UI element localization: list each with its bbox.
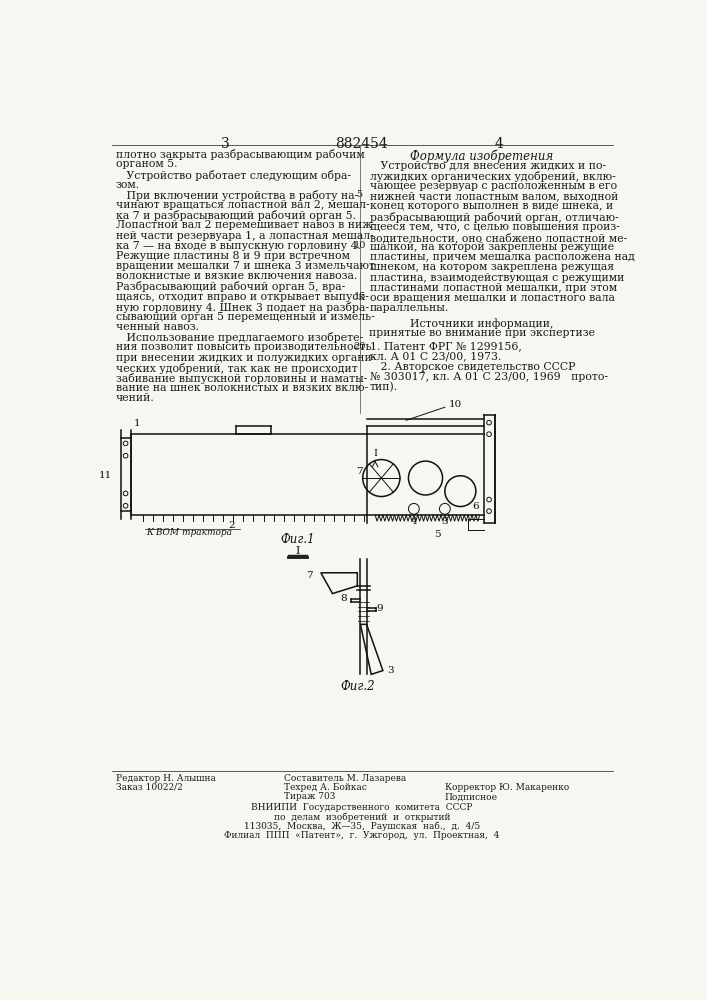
Text: ния позволит повысить производительность: ния позволит повысить производительность <box>115 342 371 352</box>
Text: 113035,  Москва,  Ж—35,  Раушская  наб.,  д.  4/5: 113035, Москва, Ж—35, Раушская наб., д. … <box>244 821 480 831</box>
Text: 15: 15 <box>354 292 366 301</box>
Text: забивание выпускной горловины и наматы-: забивание выпускной горловины и наматы- <box>115 373 367 384</box>
Text: Источники информации,: Источники информации, <box>410 318 554 329</box>
Text: Тираж 703: Тираж 703 <box>284 792 336 801</box>
Text: Лопастной вал 2 перемешивает навоз в ниж-: Лопастной вал 2 перемешивает навоз в ниж… <box>115 220 375 230</box>
Text: вание на шнек волокнистых и вязких вклю-: вание на шнек волокнистых и вязких вклю- <box>115 383 368 393</box>
Text: ную горловину 4. Шнек 3 подает на разбра-: ную горловину 4. Шнек 3 подает на разбра… <box>115 302 368 313</box>
Text: ка 7 и разбрасывающий рабочий орган 5.: ка 7 и разбрасывающий рабочий орган 5. <box>115 210 356 221</box>
Text: пластинами лопастной мешалки, при этом: пластинами лопастной мешалки, при этом <box>370 283 617 293</box>
Text: Корректор Ю. Макаренко: Корректор Ю. Макаренко <box>445 783 569 792</box>
Text: 10: 10 <box>449 400 462 409</box>
Text: При включении устройства в работу на-: При включении устройства в работу на- <box>115 190 358 201</box>
Text: щееся тем, что, с целью повышения произ-: щееся тем, что, с целью повышения произ- <box>370 222 619 232</box>
Text: чений.: чений. <box>115 393 154 403</box>
Text: Редактор Н. Алышна: Редактор Н. Алышна <box>115 774 216 783</box>
Text: сывающий орган 5 перемещенный и измель-: сывающий орган 5 перемещенный и измель- <box>115 312 374 322</box>
Text: 3: 3 <box>387 666 393 675</box>
Text: 11: 11 <box>98 471 112 480</box>
Text: 8: 8 <box>340 594 346 603</box>
Text: Фиг.2: Фиг.2 <box>340 680 375 693</box>
Text: 1. Патент ФРГ № 1299156,: 1. Патент ФРГ № 1299156, <box>370 341 522 351</box>
Text: водительности, оно снабжено лопастной ме-: водительности, оно снабжено лопастной ме… <box>370 232 627 243</box>
Text: 3: 3 <box>221 137 230 151</box>
Text: Режущие пластины 8 и 9 при встречном: Режущие пластины 8 и 9 при встречном <box>115 251 349 261</box>
Text: при внесении жидких и полужидких органи-: при внесении жидких и полужидких органи- <box>115 353 375 363</box>
Text: 1: 1 <box>134 419 140 428</box>
Text: Фиг.1: Фиг.1 <box>280 533 315 546</box>
Text: 882454: 882454 <box>336 137 388 151</box>
Text: шнеком, на котором закреплена режущая: шнеком, на котором закреплена режущая <box>370 262 614 272</box>
Text: 5: 5 <box>434 530 440 539</box>
Text: Подписное: Подписное <box>445 792 498 801</box>
Text: плотно закрыта разбрасывающим рабочим: плотно закрыта разбрасывающим рабочим <box>115 149 364 160</box>
Text: ВНИИПИ  Государственного  комитета  СССР: ВНИИПИ Государственного комитета СССР <box>251 803 473 812</box>
Text: вращении мешалки 7 и шнека 3 измельчают: вращении мешалки 7 и шнека 3 измельчают <box>115 261 375 271</box>
Text: К ВОМ трактора: К ВОМ трактора <box>146 528 233 537</box>
Text: пластины, причем мешалка расположена над: пластины, причем мешалка расположена над <box>370 252 635 262</box>
Text: органом 5.: органом 5. <box>115 159 177 169</box>
Text: пластина, взаимодействующая с режущими: пластина, взаимодействующая с режущими <box>370 273 624 283</box>
Text: Составитель М. Лазарева: Составитель М. Лазарева <box>284 774 407 783</box>
Text: 5: 5 <box>356 190 363 199</box>
Text: I: I <box>373 449 377 458</box>
Text: тип).: тип). <box>370 382 398 392</box>
Text: зом.: зом. <box>115 180 139 190</box>
Text: по  делам  изобретений  и  открытий: по делам изобретений и открытий <box>274 812 450 822</box>
Text: Формула изобретения: Формула изобретения <box>411 149 554 163</box>
Text: 2. Авторское свидетельство СССР: 2. Авторское свидетельство СССР <box>370 362 575 372</box>
Text: 4: 4 <box>411 517 417 526</box>
Text: Устройство работает следующим обра-: Устройство работает следующим обра- <box>115 170 351 181</box>
Text: Заказ 10022/2: Заказ 10022/2 <box>115 783 182 792</box>
Text: 10: 10 <box>354 241 366 250</box>
Text: конец которого выполнен в виде шнека, и: конец которого выполнен в виде шнека, и <box>370 201 613 211</box>
Text: щаясь, отходит вправо и открывает выпуск-: щаясь, отходит вправо и открывает выпуск… <box>115 292 368 302</box>
Text: ней части резервуара 1, а лопастная мешал-: ней части резервуара 1, а лопастная меша… <box>115 231 373 241</box>
Text: ка 7 — на входе в выпускную горловину 4.: ка 7 — на входе в выпускную горловину 4. <box>115 241 361 251</box>
Text: 9: 9 <box>376 604 382 613</box>
Text: ченный навоз.: ченный навоз. <box>115 322 199 332</box>
Text: принятые во внимание при экспертизе: принятые во внимание при экспертизе <box>369 328 595 338</box>
Text: Устройство для внесения жидких и по-: Устройство для внесения жидких и по- <box>370 161 606 171</box>
Text: Разбрасывающий рабочий орган 5, вра-: Разбрасывающий рабочий орган 5, вра- <box>115 281 345 292</box>
Text: 20: 20 <box>354 342 366 351</box>
Text: 7: 7 <box>307 571 313 580</box>
Text: чающее резервуар с расположенным в его: чающее резервуар с расположенным в его <box>370 181 617 191</box>
Text: Филиал  ППП  «Патент»,  г.  Ужгород,  ул.  Проектная,  4: Филиал ППП «Патент», г. Ужгород, ул. Про… <box>224 831 500 840</box>
Text: 6: 6 <box>472 502 479 511</box>
Text: I: I <box>296 546 300 556</box>
Text: № 303017, кл. А 01 С 23/00, 1969   прото-: № 303017, кл. А 01 С 23/00, 1969 прото- <box>370 372 608 382</box>
Text: ческих удобрений, так как не происходит: ческих удобрений, так как не происходит <box>115 363 357 374</box>
Text: шалкой, на которой закреплены режущие: шалкой, на которой закреплены режущие <box>370 242 614 252</box>
Text: 7: 7 <box>356 467 363 476</box>
Text: оси вращения мешалки и лопастного вала: оси вращения мешалки и лопастного вала <box>370 293 614 303</box>
Text: лужидких органических удобрений, вклю-: лужидких органических удобрений, вклю- <box>370 171 616 182</box>
Text: 3: 3 <box>442 517 448 526</box>
Text: параллельны.: параллельны. <box>370 303 449 313</box>
Text: 4: 4 <box>495 137 503 151</box>
Text: чинают вращаться лопастной вал 2, мешал-: чинают вращаться лопастной вал 2, мешал- <box>115 200 369 210</box>
Text: разбрасывающий рабочий орган, отличаю-: разбрасывающий рабочий орган, отличаю- <box>370 212 619 223</box>
Text: нижней части лопастным валом, выходной: нижней части лопастным валом, выходной <box>370 191 618 201</box>
Text: кл. А 01 С 23/00, 1973.: кл. А 01 С 23/00, 1973. <box>370 351 501 361</box>
Text: 2: 2 <box>228 521 235 530</box>
Text: волокнистые и вязкие включения навоза.: волокнистые и вязкие включения навоза. <box>115 271 357 281</box>
Text: Использование предлагаемого изобрете-: Использование предлагаемого изобрете- <box>115 332 363 343</box>
Text: Техред А. Бойкас: Техред А. Бойкас <box>284 783 368 792</box>
